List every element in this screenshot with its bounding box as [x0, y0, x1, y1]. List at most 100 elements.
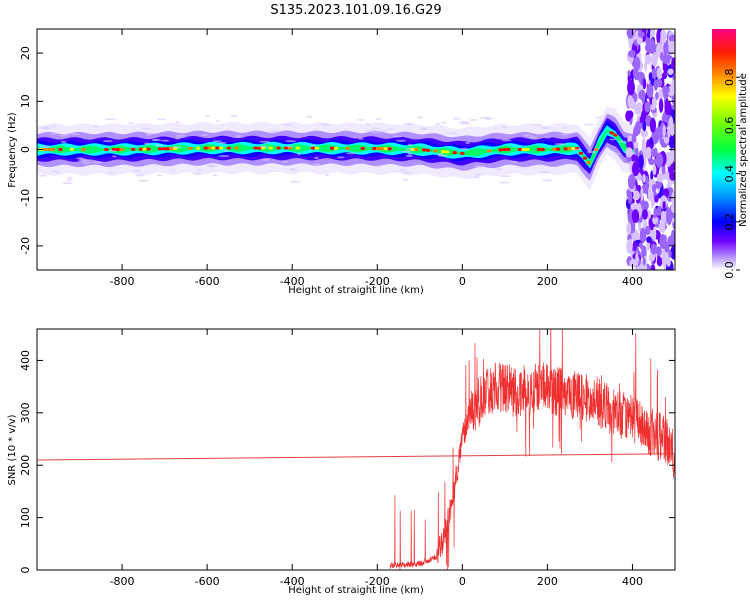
- spectrogram-speckle: [218, 141, 227, 144]
- spectrogram-speckle: [321, 123, 331, 126]
- spectrogram-peak: [115, 147, 121, 152]
- spectrogram-noise-blob: [651, 96, 657, 109]
- spectrogram-speckle: [82, 161, 92, 164]
- colorbar-tick-label: 0.2: [723, 213, 736, 231]
- spectrogram-speckle: [212, 174, 218, 177]
- spectrogram-panel: -800 -600 -400 -200 0 200 400 -20 -10 0 10 20 Heig…: [7, 28, 676, 296]
- spectrogram-noise-blob: [667, 152, 674, 165]
- figure-title: S135.2023.101.09.16.G29: [270, 3, 441, 18]
- spectrogram-speckle: [498, 181, 511, 184]
- snr-x-tick-label: -200: [365, 575, 390, 588]
- spectrogram-noise-blob: [650, 170, 654, 181]
- spectrogram-noise-blob: [652, 215, 658, 225]
- spectrogram-speckle: [281, 123, 292, 126]
- spectrogram-noise-blob: [642, 257, 646, 266]
- spectrogram-noise-blob: [649, 137, 654, 146]
- spectrogram-noise-blob: [640, 187, 644, 201]
- snr-x-tick-label: 0: [459, 575, 466, 588]
- spectrogram-peak: [203, 146, 209, 150]
- spectrogram-y-ticks: -20 -10 0 10 20: [19, 46, 675, 255]
- spectrogram-speckle: [465, 141, 471, 144]
- spectrogram-x-tick-label: -800: [110, 275, 135, 288]
- spectrogram-noise-blob: [640, 265, 645, 270]
- spectrogram-speckle: [39, 126, 52, 129]
- spectrogram-speckle: [336, 156, 345, 159]
- spectrogram-noise-blob: [646, 83, 654, 99]
- spectrogram-peak: [498, 148, 503, 152]
- spectrogram-peak: [421, 148, 427, 152]
- spectrogram-noise-blob: [656, 29, 661, 44]
- spectrogram-noise-blob: [654, 180, 663, 189]
- spectrogram-speckle: [485, 117, 491, 120]
- spectrogram-peak: [594, 147, 599, 152]
- spectrogram-peak: [165, 147, 170, 151]
- spectrogram-peak: [253, 146, 258, 150]
- spectrogram-speckle: [459, 122, 471, 125]
- spectrogram-speckle: [538, 171, 550, 174]
- spectrogram-speckle: [595, 116, 603, 119]
- spectrogram-peak: [383, 147, 388, 151]
- spectrogram-peak: [440, 150, 446, 154]
- spectrogram-peak: [452, 151, 457, 155]
- spectrogram-noise-blob: [631, 161, 640, 177]
- spectrogram-speckle: [66, 179, 72, 182]
- spectrogram-noise-blob: [635, 120, 643, 131]
- colorbar-label: Normalized spectral amplitude: [738, 73, 749, 227]
- spectrogram-noise-blob: [627, 135, 633, 143]
- spectrogram-speckle: [141, 127, 151, 130]
- spectrogram-speckle: [289, 180, 301, 183]
- spectrogram-y-tick-label: 10: [19, 94, 32, 108]
- spectrogram-speckle: [144, 142, 150, 145]
- spectrogram-peak: [169, 147, 174, 151]
- spectrogram-noise-blob: [662, 200, 666, 210]
- spectrogram-noise-blob: [644, 61, 648, 72]
- colorbar-tick-label: 0.0: [723, 261, 736, 279]
- spectrogram-speckle: [170, 169, 176, 172]
- spectrogram-noise-blob: [671, 191, 675, 207]
- spectrogram-peak: [329, 146, 335, 150]
- spectrogram-noise-blob: [655, 126, 663, 134]
- spectrogram-noise-blob: [663, 42, 668, 56]
- spectrogram-speckle: [39, 145, 50, 148]
- spectrogram-speckle: [446, 132, 459, 135]
- spectrogram-peak: [211, 146, 216, 150]
- spectrogram-speckle: [495, 168, 502, 171]
- spectrogram-noise-blob: [651, 67, 657, 78]
- spectrogram-speckle: [586, 151, 598, 154]
- spectrogram-noise-blob: [656, 67, 663, 80]
- spectrogram-noise-blob: [633, 56, 641, 72]
- spectrogram-peak: [563, 147, 568, 151]
- spectrogram-peak: [425, 148, 431, 152]
- spectrogram-noise-blob: [666, 255, 671, 267]
- spectrogram-speckle: [112, 155, 117, 158]
- spectrogram-speckle: [474, 165, 485, 168]
- spectrogram-peak: [142, 147, 147, 151]
- spectrogram-peak: [525, 147, 530, 152]
- spectrogram-speckle: [529, 136, 538, 139]
- spectrogram-peak: [161, 147, 166, 151]
- spectrogram-noise-blob: [642, 209, 648, 220]
- spectrogram-speckle: [459, 147, 470, 150]
- spectrogram-noise-blob: [667, 235, 675, 247]
- spectrogram-noise-blob: [629, 259, 638, 268]
- spectrogram-speckle: [405, 155, 414, 158]
- spectrogram-speckle: [500, 175, 512, 178]
- spectrogram-noise-blob: [630, 203, 638, 211]
- spectrogram-speckle: [473, 176, 480, 179]
- spectrogram-noise-blob: [638, 242, 643, 249]
- spectrogram-speckle: [364, 129, 376, 132]
- spectrogram-speckle: [405, 148, 414, 151]
- spectrogram-noise-blob: [642, 120, 647, 132]
- spectrogram-speckle: [51, 170, 62, 173]
- spectrogram-noise-blob: [657, 205, 662, 214]
- spectrogram-speckle: [305, 115, 314, 118]
- spectrogram-noise-blob: [633, 190, 640, 201]
- spectrogram-noise-blob: [649, 117, 657, 133]
- spectrogram-noise-blob: [625, 147, 633, 158]
- spectrogram-x-ticks: -800 -600 -400 -200 0 200 400: [110, 29, 643, 288]
- spectrogram-speckle: [356, 118, 366, 121]
- spectrogram-noise-blob: [650, 243, 657, 255]
- spectrogram-speckle: [543, 136, 552, 139]
- spectrogram-peak: [502, 147, 507, 152]
- colorbar: 0.0 0.2 0.4 0.6 0.8 Normalized spectral ampl…: [712, 29, 749, 279]
